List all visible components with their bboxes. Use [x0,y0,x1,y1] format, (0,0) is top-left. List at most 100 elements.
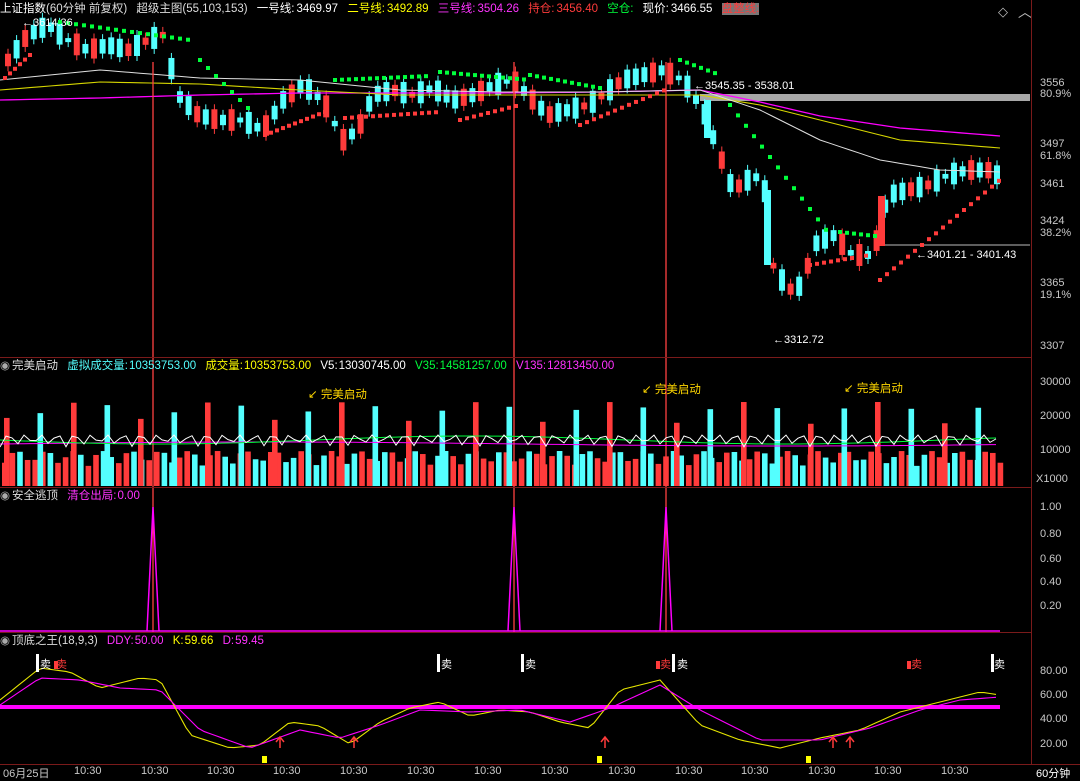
candle [538,100,545,116]
y-tick: 3497 [1040,138,1065,150]
sar-dot-up [606,111,610,116]
index-name[interactable]: 上证指数 [0,3,46,15]
indicator-name[interactable]: 超级主图 [136,3,183,15]
volume-bar-spike [372,406,379,486]
escape-title[interactable]: 安全逃顶 [12,490,59,502]
sar-dot-down [178,36,182,41]
consolidation-label: 盘整线: [721,3,760,15]
ma-line-3 [0,89,1001,137]
escape-spike [507,506,521,632]
candle [56,22,63,45]
volume-bar [838,452,844,486]
sar-dot-up [836,258,840,263]
volume-bar [290,457,297,486]
candle [830,230,837,242]
sar-dot-down [792,186,796,191]
volume-bar-spike [406,420,412,486]
chart-canvas[interactable] [0,0,1032,764]
candle [753,173,760,182]
collapse-icon[interactable]: ◉ [0,635,11,647]
sar-dot-up [317,112,321,117]
sar-dot-down [816,217,820,222]
sar-dot-down [873,234,877,238]
panel-separator [0,632,1032,633]
candle [392,84,398,97]
volume-bar-spike [171,412,178,486]
sar-dot-down [424,74,428,79]
candle [13,40,20,59]
candle [503,79,510,84]
v35-label: V35: [415,360,439,372]
volume-bar [17,451,23,486]
volume-bar [313,465,320,486]
diamond-icon[interactable]: ◇ [998,4,1008,19]
volume-bar [488,461,494,486]
candle [383,82,390,102]
candle [693,95,699,104]
volume-bar-spike [272,419,278,486]
vol-unit: X1000 [1036,473,1068,485]
period-mode[interactable]: (60分钟 前复权) [46,3,128,15]
x-label: 10:30 [207,765,235,777]
candle [478,80,484,102]
sar-dot-up [808,263,812,267]
sar-dot-up [578,123,582,127]
volume-bar [321,455,327,486]
sar-dot-up [305,116,309,121]
volume-title[interactable]: 完美启动 [12,360,59,372]
sar-dot-up [323,109,327,114]
sar-dot-down [563,79,567,84]
volume-bar [123,453,130,486]
candle [933,169,940,192]
sar-dot-up [941,225,945,230]
hold-value: 3456.40 [556,3,599,15]
chevron-up-icon[interactable]: ︿ [1018,4,1032,20]
candle [306,79,312,100]
volume-bar [929,451,935,486]
sar-dot-up [385,113,389,118]
volume-bar [389,452,396,486]
sar-dot-up [458,118,462,122]
volume-bar [344,463,350,486]
bottom-marker [806,756,811,763]
volume-bar [716,462,722,486]
kdj-header: ◉ 顶底之王(18,9,3) DDY:50.00 K:59.66 D:59.45 [0,632,270,650]
sar-dot-up [997,178,1001,183]
d-value: 59.45 [235,635,264,647]
sar-dot-up [927,237,931,242]
sar-dot-up [427,110,431,115]
volume-bar [815,451,821,486]
kdj-title[interactable]: 顶底之王 [12,635,59,647]
volume-bar-spike [238,405,245,486]
sar-dot-up [293,121,297,126]
sar-dot-down [678,58,682,62]
sell-bar [437,654,440,672]
candle [813,235,820,252]
sar-dot-up [878,278,882,282]
price-axis-border [1031,0,1032,764]
sar-dot-down [66,21,70,26]
volume-bar [655,463,662,486]
volume-bar [366,458,373,486]
volume-bar [442,451,449,486]
candle [710,130,717,145]
volume-bar [800,465,806,486]
collapse-icon[interactable]: ◉ [0,490,11,502]
sar-dot-up [23,57,27,62]
d-label: D: [222,635,235,647]
period-selector[interactable]: 60分钟 [1036,768,1071,780]
sar-dot-down [361,76,365,81]
volume-bar [503,452,510,486]
volume-bar [883,463,890,486]
sar-dot-down [473,73,477,78]
sar-dot-down [535,74,539,79]
candle [942,173,949,179]
sar-dot-down [114,27,118,32]
candle [985,162,992,179]
volume-bar [24,459,31,486]
candle [331,120,338,127]
sar-dot-up [613,108,617,113]
panel-separator [0,487,1032,488]
candle [452,90,459,109]
collapse-icon[interactable]: ◉ [0,360,11,372]
